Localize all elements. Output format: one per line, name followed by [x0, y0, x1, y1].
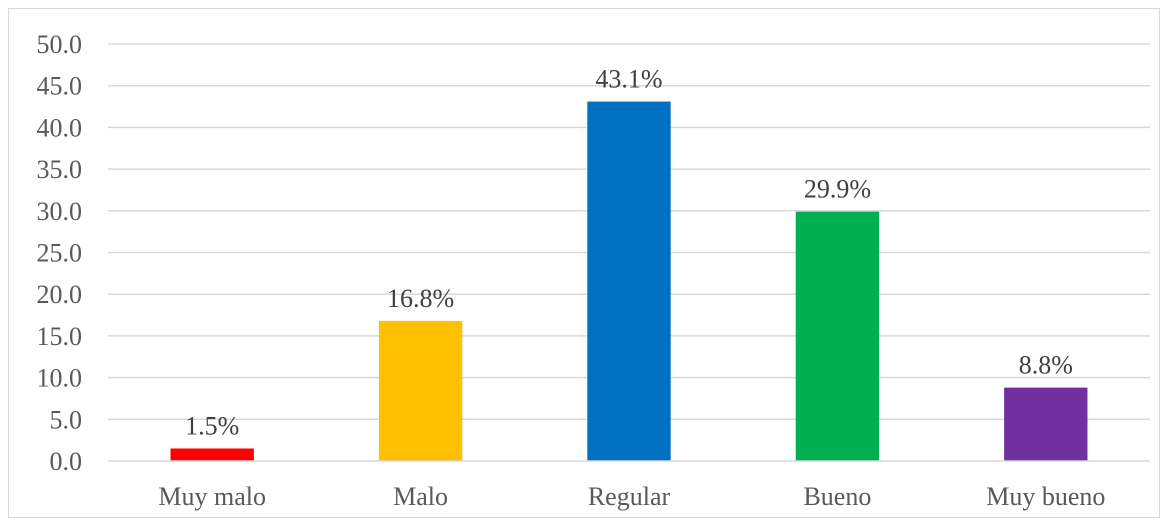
bar-muy-bueno	[1004, 387, 1088, 461]
y-tick-label: 5.0	[50, 405, 83, 434]
data-label: 16.8%	[387, 284, 454, 313]
data-label: 43.1%	[595, 65, 662, 94]
bars	[170, 101, 1088, 462]
category-label: Bueno	[803, 482, 871, 511]
category-label: Regular	[588, 482, 671, 511]
bar-malo	[378, 320, 463, 461]
y-tick-label: 20.0	[37, 280, 83, 309]
y-tick-label: 50.0	[37, 30, 83, 59]
bar-muy-malo	[170, 448, 254, 461]
gridlines	[108, 43, 1150, 421]
category-label: Malo	[393, 482, 448, 511]
bar-regular	[587, 101, 671, 462]
y-tick-label: 25.0	[37, 239, 83, 268]
x-axis-category-labels: Muy malo Malo Regular Bueno Muy bueno	[158, 482, 1105, 511]
bar-bueno	[795, 211, 880, 461]
category-label: Muy bueno	[986, 482, 1105, 511]
y-tick-label: 10.0	[37, 364, 83, 393]
y-tick-label: 30.0	[37, 197, 83, 226]
data-label: 29.9%	[804, 175, 871, 204]
category-label: Muy malo	[158, 482, 266, 511]
y-tick-label: 45.0	[37, 72, 83, 101]
data-labels: 1.5% 16.8% 43.1% 29.9% 8.8%	[185, 65, 1073, 441]
chart-frame	[8, 8, 1160, 518]
data-label: 8.8%	[1019, 351, 1073, 380]
data-label: 1.5%	[185, 411, 239, 440]
y-tick-label: 40.0	[37, 113, 83, 142]
y-tick-label: 15.0	[37, 322, 83, 351]
y-axis-tick-labels: 0.0 5.0 10.0 15.0 20.0 25.0 30.0 35.0 40.0 45.0 50…	[37, 30, 83, 476]
y-tick-label: 35.0	[37, 155, 83, 184]
y-tick-label: 0.0	[50, 447, 83, 476]
